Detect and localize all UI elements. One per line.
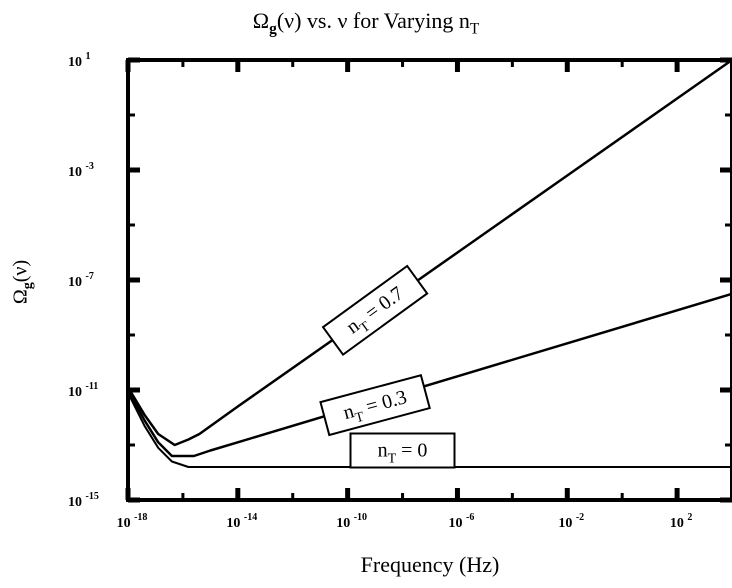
series-line [126,292,732,458]
x-tick-label: 10 2 [670,512,693,531]
tick-layer [125,57,732,503]
y-tick-label: 10 -11 [68,381,98,400]
annotation-box [319,373,431,437]
x-tick-label: 10 -18 [117,512,148,531]
x-tick-label: 10 -10 [336,512,367,531]
series-line [127,392,732,468]
y-tick-label: 10 -15 [68,491,99,510]
series-layer [126,58,732,468]
x-tick-label: 10 -6 [449,512,475,531]
annotation-box [349,432,456,469]
x-axis-label: Frequency (Hz) [360,552,500,577]
series-annotation: nT = 0.7 [321,264,429,357]
series-line [126,58,732,447]
annotation-box [321,264,429,357]
series-annotation: nT = 0 [349,432,456,469]
chart-title: Ωg(ν) vs. ν for Varying nT [252,8,480,38]
y-tick-label: 10 -3 [68,161,94,180]
series-annotation: nT = 0.3 [319,373,431,437]
annotation-layer: nT = 0.7 nT = 0.3 nT = 0 [319,264,456,469]
y-tick-label: 10 1 [68,51,91,70]
series-label: nT = 0 [378,440,428,467]
y-tick-label: 10 -7 [68,271,94,290]
tick-label-layer: 10 -18 10 -14 10 -10 10 -6 10 -2 10 2 10 1 10 -… [68,51,692,531]
x-tick-label: 10 -2 [558,512,584,531]
x-tick-label: 10 -14 [226,512,257,531]
